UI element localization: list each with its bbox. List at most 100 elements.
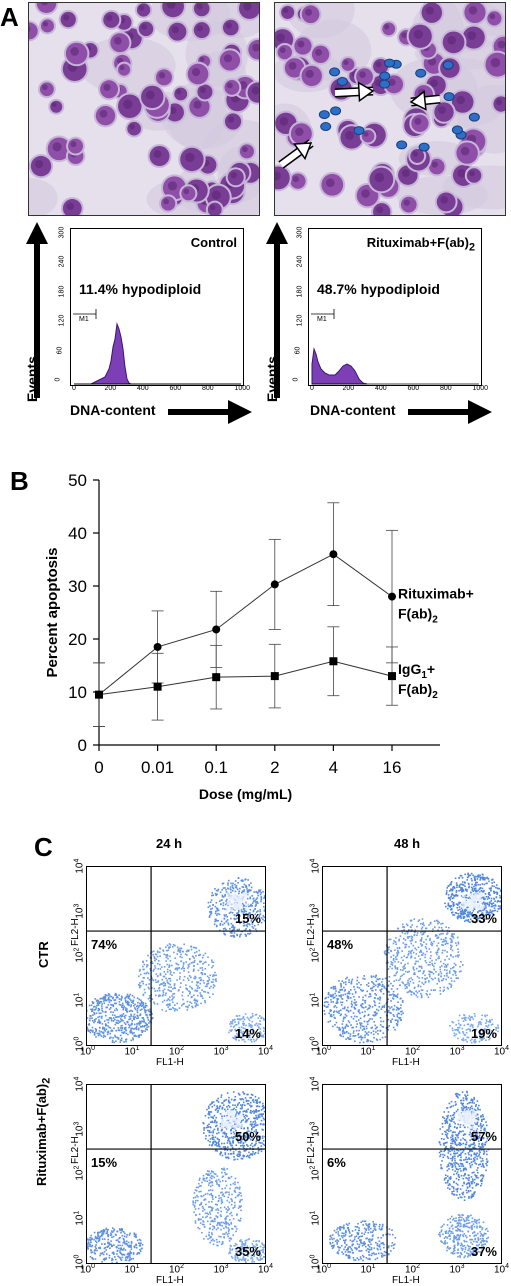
flow-plot-0-y-label: FL2-H bbox=[70, 918, 81, 946]
flow-plot-1-pct-ul: 48% bbox=[327, 937, 353, 952]
flow-plot-1-xtick: 101 bbox=[361, 1045, 376, 1057]
column-head-48h: 48 h bbox=[394, 836, 420, 851]
flow-plot-3-y-label: FL2-H bbox=[306, 1136, 317, 1164]
flow-plot-0-xtick: 101 bbox=[125, 1045, 140, 1057]
histogram-control-xtick: 200 bbox=[105, 385, 117, 392]
histogram-treated-xtick: 800 bbox=[440, 385, 452, 392]
histogram-treated-title-text: Rituximab+F(ab) bbox=[367, 235, 469, 250]
histogram-control-xtick: 1000 bbox=[235, 385, 251, 392]
data-point bbox=[329, 550, 337, 558]
histogram-control-ytick: 60 bbox=[56, 346, 63, 354]
histogram-control-title: Control bbox=[191, 235, 237, 250]
x-tick-label: 16 bbox=[383, 758, 402, 777]
data-point bbox=[154, 683, 162, 691]
flow-plot-1-x-label: FL1-H bbox=[392, 1057, 420, 1068]
histogram-treated-title: Rituximab+F(ab)2 bbox=[367, 235, 475, 254]
series-line bbox=[99, 661, 392, 694]
histogram-control: Control 11.4% hypodiploid M1 bbox=[70, 228, 244, 386]
micrograph-control bbox=[28, 2, 260, 216]
flow-plot-2-pct-ul: 15% bbox=[91, 1155, 117, 1170]
series-1-label-line2: F(ab)2 bbox=[398, 681, 438, 701]
flow-plot-1-xtick: 102 bbox=[405, 1045, 420, 1057]
data-point bbox=[154, 643, 162, 651]
flow-plot-2-ytick: 100 bbox=[73, 1255, 85, 1270]
histogram-treated-ytick: 0 bbox=[292, 378, 299, 382]
flow-plot-2-xtick: 101 bbox=[125, 1263, 140, 1275]
micrograph-treated-image bbox=[275, 3, 505, 215]
histogram-control-gate: M1 bbox=[79, 316, 89, 323]
histogram-treated-xtick: 200 bbox=[343, 385, 355, 392]
series-0-label: Rituximab+ bbox=[398, 586, 474, 602]
x-tick-label: 0.01 bbox=[141, 758, 174, 777]
flow-plot-0-ytick: 100 bbox=[73, 1037, 85, 1052]
panel-a-letter: A bbox=[0, 2, 19, 33]
micrograph-treated bbox=[274, 2, 506, 216]
flow-plot-3-ytick: 102 bbox=[309, 1166, 321, 1181]
flow-plot-3-pct-ul: 6% bbox=[327, 1155, 346, 1170]
histogram-control-ytick: 180 bbox=[58, 285, 65, 297]
flow-plot-1-scatter bbox=[323, 867, 501, 1045]
histogram-treated-ytick: 60 bbox=[294, 346, 301, 354]
row-label-treated: Rituximab+F(ab)2 bbox=[34, 1078, 53, 1186]
flow-plot-2-ytick: 101 bbox=[73, 1210, 85, 1225]
flow-plot-1-ytick: 103 bbox=[309, 903, 321, 918]
histogram-control-ytick: 0 bbox=[54, 378, 61, 382]
flow-plot-1-ytick: 102 bbox=[309, 948, 321, 963]
x-tick-label: 4 bbox=[329, 758, 338, 777]
flow-plot-2-ytick: 104 bbox=[73, 1077, 85, 1092]
flow-plot-3-ytick: 100 bbox=[309, 1255, 321, 1270]
flow-plot-0-scatter bbox=[87, 867, 265, 1045]
flow-plot-0-xtick: 102 bbox=[169, 1045, 184, 1057]
flow-plot-3-x-label: FL1-H bbox=[392, 1275, 420, 1286]
flow-plot-3-ytick: 101 bbox=[309, 1210, 321, 1225]
series-line bbox=[99, 554, 392, 694]
histogram-control-xtick: 0 bbox=[72, 385, 76, 392]
histogram-treated-ytick: 240 bbox=[296, 256, 303, 268]
flow-plot-2-pct-ur: 50% bbox=[235, 1129, 261, 1144]
histogram-control-annotation: 11.4% hypodiploid bbox=[79, 281, 201, 297]
flow-plot-2-xtick: 104 bbox=[258, 1263, 273, 1275]
histogram-treated-xtick: 0 bbox=[310, 385, 314, 392]
panel-c-letter: C bbox=[34, 832, 53, 863]
flow-plot-3-xtick: 101 bbox=[361, 1263, 376, 1275]
x-tick-label: 0 bbox=[94, 758, 103, 777]
data-point bbox=[388, 593, 396, 601]
flow-plot-0-pct-lr: 14% bbox=[235, 1026, 261, 1041]
flow-plot-3-ytick: 104 bbox=[309, 1077, 321, 1092]
events-label-left: Events bbox=[24, 356, 40, 402]
flow-plot-0-xtick: 103 bbox=[214, 1045, 229, 1057]
flow-plot-2-xtick: 103 bbox=[214, 1263, 229, 1275]
flow-plot-1-pct-lr: 19% bbox=[471, 1026, 497, 1041]
data-point bbox=[329, 657, 337, 665]
y-tick-label: 10 bbox=[68, 683, 87, 702]
flow-plot-3-pct-lr: 37% bbox=[471, 1244, 497, 1259]
series-0 bbox=[93, 503, 398, 727]
dna-content-arrow-left bbox=[168, 398, 252, 426]
flow-plot-2-scatter bbox=[87, 1085, 265, 1263]
flow-plot-1-pct-ur: 33% bbox=[471, 911, 497, 926]
flow-plot-2-ytick: 102 bbox=[73, 1166, 85, 1181]
histogram-treated-xtick: 600 bbox=[408, 385, 420, 392]
events-label-right: Events bbox=[264, 356, 280, 402]
flow-plot-3: 6%57%37% bbox=[322, 1084, 502, 1264]
histogram-control-trace bbox=[71, 229, 243, 385]
micrograph-control-image bbox=[29, 3, 259, 215]
histogram-control-ytick: 300 bbox=[58, 226, 65, 238]
flow-plot-2-xtick: 102 bbox=[169, 1263, 184, 1275]
flow-plot-1-ytick: 101 bbox=[309, 992, 321, 1007]
flow-plot-2-pct-lr: 35% bbox=[235, 1244, 261, 1259]
histogram-control-xtick: 600 bbox=[170, 385, 182, 392]
row-label-treated-text: Rituximab+F(ab) bbox=[34, 1084, 49, 1186]
flow-plot-0-pct-ur: 15% bbox=[235, 911, 261, 926]
x-tick-label: 0.1 bbox=[204, 758, 228, 777]
dna-content-label-left: DNA-content bbox=[70, 402, 156, 418]
data-point bbox=[271, 672, 279, 680]
y-tick-label: 20 bbox=[68, 630, 87, 649]
y-tick-label: 50 bbox=[68, 471, 87, 490]
flow-plot-0: 74%15%14% bbox=[86, 866, 266, 1046]
flow-plot-3-xtick: 104 bbox=[494, 1263, 509, 1275]
histogram-control-xtick: 400 bbox=[137, 385, 149, 392]
flow-plot-1-y-label: FL2-H bbox=[306, 918, 317, 946]
x-axis-label: Dose (mg/mL) bbox=[199, 786, 292, 802]
y-tick-label: 30 bbox=[68, 577, 87, 596]
